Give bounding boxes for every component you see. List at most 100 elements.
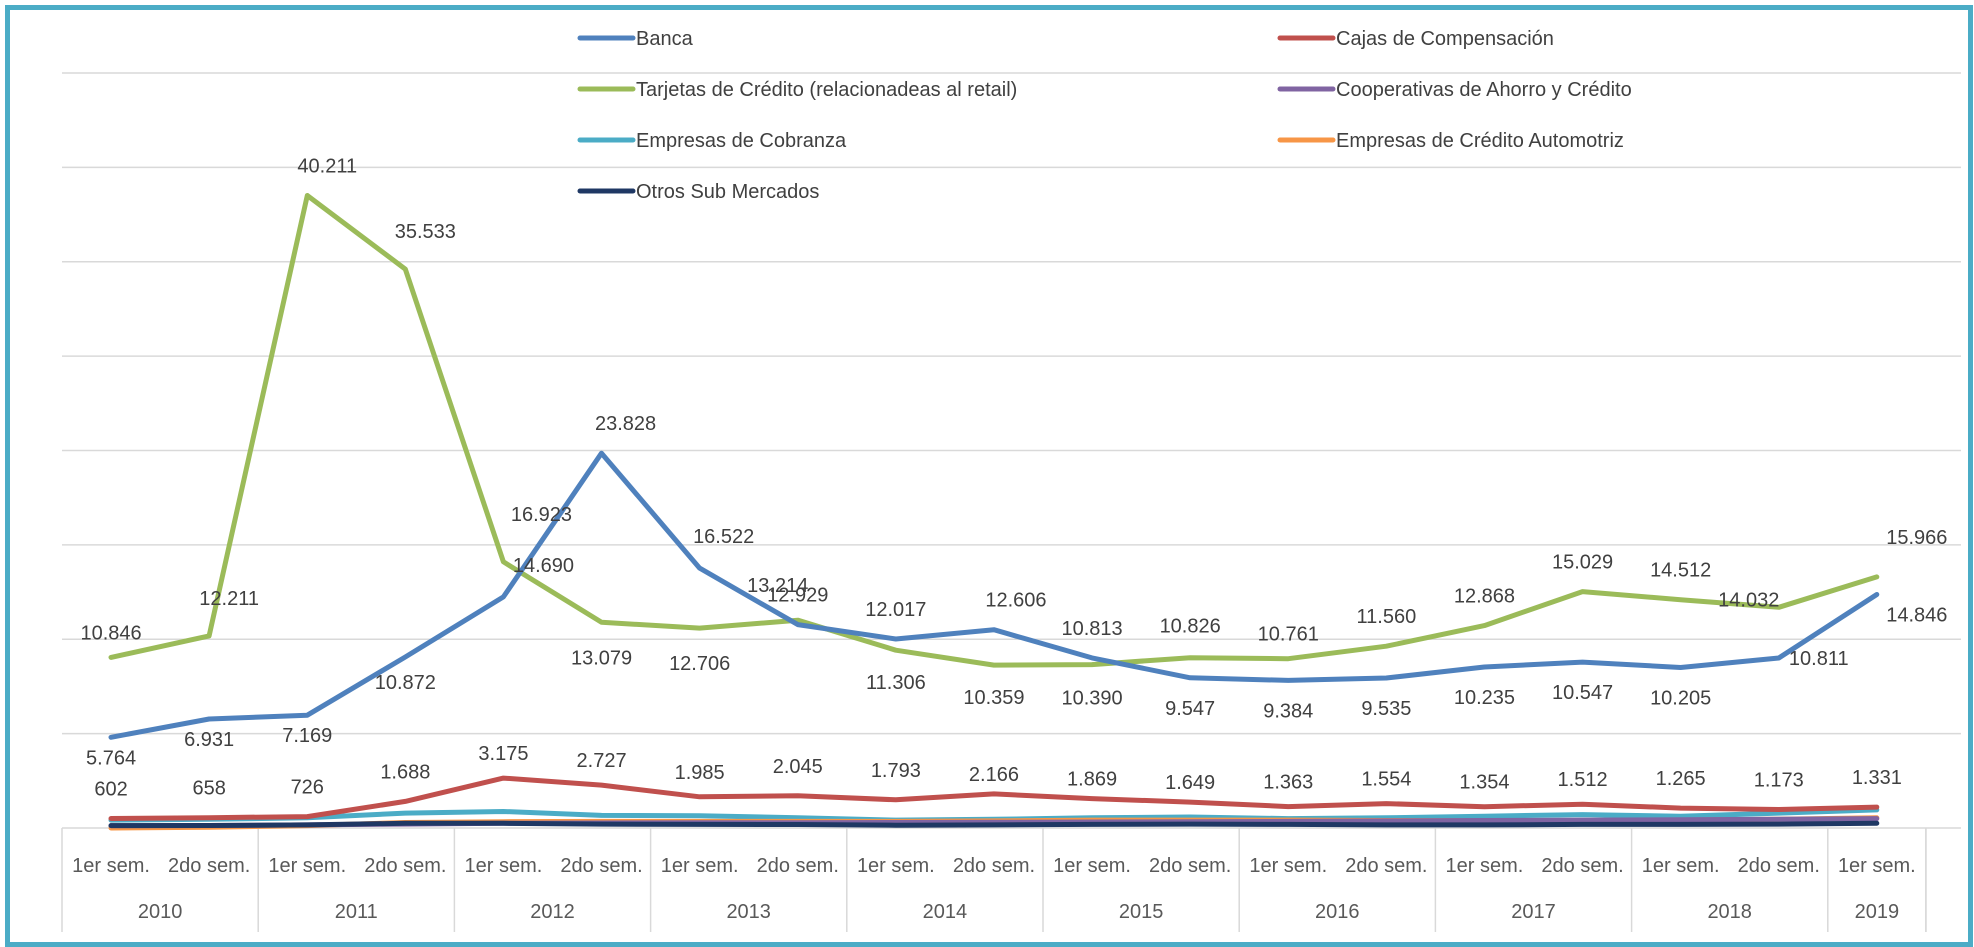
semester-tick-label: 1er sem. xyxy=(1053,855,1131,877)
semester-tick-label: 2do sem. xyxy=(364,855,446,877)
data-label: 40.211 xyxy=(297,156,357,178)
data-label: 14.032 xyxy=(1718,589,1779,611)
semester-tick-label: 1er sem. xyxy=(1642,855,1720,877)
year-tick-label: 2018 xyxy=(1707,901,1752,923)
data-label: 13.214 xyxy=(747,575,808,597)
data-label: 1.173 xyxy=(1754,770,1804,792)
semester-tick-label: 2do sem. xyxy=(1345,855,1427,877)
semester-tick-label: 1er sem. xyxy=(1838,855,1916,877)
series-lines xyxy=(108,193,1880,831)
data-label: 1.554 xyxy=(1361,769,1411,791)
data-label: 9.547 xyxy=(1165,698,1215,720)
data-label: 2.727 xyxy=(577,750,627,772)
data-label: 11.560 xyxy=(1357,606,1417,628)
data-label: 16.522 xyxy=(693,526,754,548)
data-label: 1.265 xyxy=(1656,768,1706,790)
series-line-1 xyxy=(108,775,1880,821)
data-label: 10.846 xyxy=(80,622,141,644)
data-label: 2.045 xyxy=(773,756,823,778)
data-label: 1.869 xyxy=(1067,769,1117,791)
data-label: 15.029 xyxy=(1552,552,1613,574)
series-line-0 xyxy=(108,450,1880,740)
data-label: 12.868 xyxy=(1454,586,1515,608)
data-label: 1.354 xyxy=(1459,772,1509,794)
semester-tick-label: 1er sem. xyxy=(1249,855,1327,877)
data-label: 1.793 xyxy=(871,760,921,782)
semester-tick-label: 1er sem. xyxy=(857,855,935,877)
series-line-6 xyxy=(108,820,1880,829)
year-tick-label: 2012 xyxy=(530,901,575,923)
data-label: 658 xyxy=(192,778,225,800)
year-tick-label: 2016 xyxy=(1315,901,1360,923)
data-label: 1.688 xyxy=(380,761,430,783)
year-tick-label: 2017 xyxy=(1511,901,1556,923)
legend-label: Cajas de Compensación xyxy=(1336,28,1554,50)
semester-tick-label: 2do sem. xyxy=(168,855,250,877)
data-label: 5.764 xyxy=(86,747,136,769)
legend-label: Empresas de Cobranza xyxy=(636,130,847,152)
data-label: 23.828 xyxy=(595,413,656,435)
legend-label: Banca xyxy=(636,28,694,50)
data-label: 11.306 xyxy=(866,672,926,694)
year-tick-label: 2011 xyxy=(335,901,378,923)
data-label: 1.649 xyxy=(1165,772,1215,794)
data-label: 10.205 xyxy=(1650,687,1711,709)
year-tick-label: 2014 xyxy=(923,901,968,923)
data-label: 10.761 xyxy=(1258,624,1319,646)
data-labels: 5.764 6.931 7.169 10.872 14.690 23.828 16.522 1… xyxy=(80,156,1947,801)
data-label: 10.359 xyxy=(963,687,1024,709)
data-label: 12.606 xyxy=(985,590,1046,612)
data-label: 7.169 xyxy=(282,725,332,747)
legend-label: Otros Sub Mercados xyxy=(636,181,819,203)
data-label: 6.931 xyxy=(184,729,234,751)
semester-tick-label: 2do sem. xyxy=(757,855,839,877)
semester-tick-label: 1er sem. xyxy=(1446,855,1524,877)
data-label: 1.363 xyxy=(1263,772,1313,794)
data-label: 726 xyxy=(291,777,324,799)
year-tick-label: 2010 xyxy=(138,901,183,923)
legend: Banca Cajas de Compensación Tarjetas de Cr… xyxy=(577,28,1632,203)
line-chart: 1er sem. 2do sem. 1er sem. 2do sem. 1er sem.… xyxy=(61,28,1961,932)
data-label: 12.706 xyxy=(669,653,730,675)
year-tick-label: 2013 xyxy=(726,901,771,923)
legend-label: Empresas de Crédito Automotriz xyxy=(1336,130,1624,152)
x-axis: 1er sem. 2do sem. 1er sem. 2do sem. 1er sem.… xyxy=(61,827,1961,932)
data-label: 10.390 xyxy=(1061,688,1122,710)
data-label: 16.923 xyxy=(511,504,572,526)
data-label: 2.166 xyxy=(969,764,1019,786)
semester-tick-label: 1er sem. xyxy=(72,855,150,877)
semester-tick-label: 1er sem. xyxy=(268,855,346,877)
data-label: 3.175 xyxy=(478,743,528,765)
semester-tick-label: 2do sem. xyxy=(1738,855,1820,877)
data-label: 14.690 xyxy=(513,555,574,577)
legend-label: Tarjetas de Crédito (relacionadeas al re… xyxy=(636,79,1017,101)
series-line-2 xyxy=(108,193,1880,668)
data-label: 10.235 xyxy=(1454,687,1515,709)
data-label: 14.846 xyxy=(1886,604,1947,626)
data-label: 10.872 xyxy=(375,672,436,694)
semester-tick-label: 1er sem. xyxy=(661,855,739,877)
data-label: 602 xyxy=(94,779,127,801)
data-label: 1.512 xyxy=(1558,769,1608,791)
data-label: 12.017 xyxy=(865,599,926,621)
data-label: 10.547 xyxy=(1552,682,1613,704)
data-label: 15.966 xyxy=(1886,527,1947,549)
data-label: 1.985 xyxy=(675,762,725,784)
data-label: 14.512 xyxy=(1650,560,1711,582)
semester-tick-label: 1er sem. xyxy=(465,855,543,877)
legend-label: Cooperativas de Ahorro y Crédito xyxy=(1336,79,1632,101)
semester-tick-label: 2do sem. xyxy=(1149,855,1231,877)
year-tick-label: 2019 xyxy=(1855,901,1900,923)
data-label: 12.929 xyxy=(767,585,828,607)
gridlines xyxy=(62,72,1961,735)
year-tick-label: 2015 xyxy=(1119,901,1164,923)
data-label: 12.211 xyxy=(199,588,259,610)
data-label: 1.331 xyxy=(1852,767,1902,789)
semester-tick-label: 2do sem. xyxy=(1541,855,1623,877)
data-label: 35.533 xyxy=(395,221,456,243)
data-label: 9.384 xyxy=(1263,700,1313,722)
data-label: 10.826 xyxy=(1160,616,1221,638)
data-label: 10.813 xyxy=(1061,618,1122,640)
chart-frame: 1er sem. 2do sem. 1er sem. 2do sem. 1er sem.… xyxy=(5,5,1973,947)
semester-tick-label: 2do sem. xyxy=(953,855,1035,877)
